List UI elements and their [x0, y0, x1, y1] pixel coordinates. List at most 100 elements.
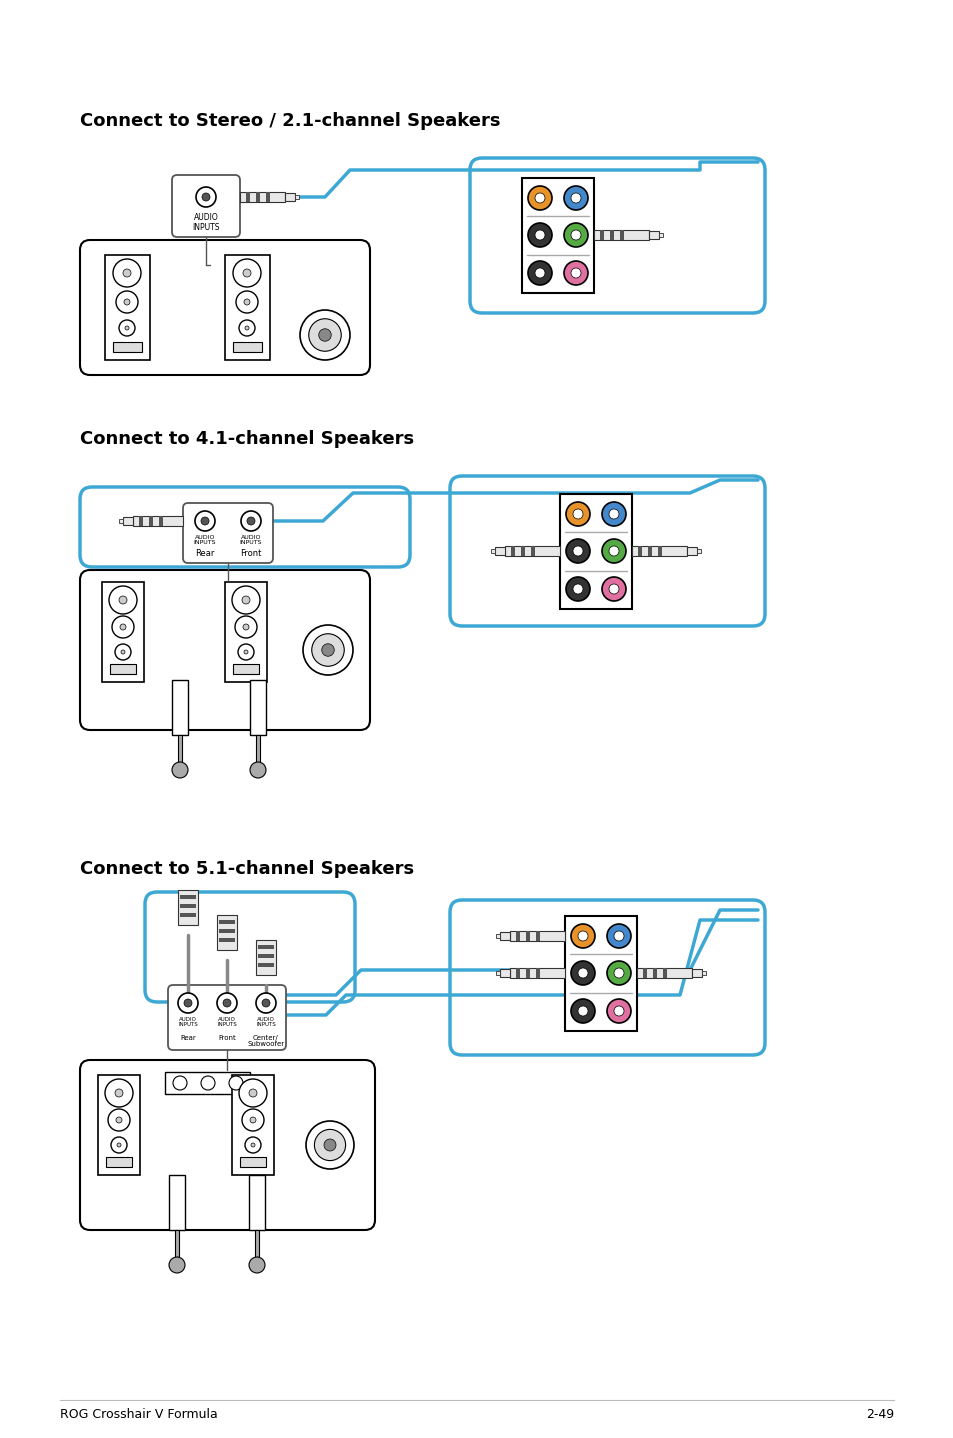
Bar: [511, 546, 515, 557]
Circle shape: [249, 1089, 256, 1097]
Text: Front: Front: [218, 1035, 235, 1041]
Circle shape: [244, 650, 248, 654]
Circle shape: [563, 262, 587, 285]
Circle shape: [172, 1076, 187, 1090]
Circle shape: [309, 319, 341, 351]
Bar: [174, 1229, 179, 1260]
Circle shape: [237, 644, 253, 660]
Bar: [102, 582, 144, 682]
Bar: [123, 518, 132, 525]
Circle shape: [578, 1007, 587, 1017]
Circle shape: [247, 518, 254, 525]
Bar: [249, 1175, 265, 1229]
Circle shape: [578, 968, 587, 978]
Bar: [169, 1175, 185, 1229]
Bar: [525, 930, 530, 940]
Circle shape: [178, 994, 198, 1012]
Circle shape: [251, 1143, 254, 1148]
Circle shape: [242, 1109, 264, 1132]
Circle shape: [250, 762, 266, 778]
Bar: [564, 916, 637, 1031]
Bar: [686, 546, 697, 555]
Circle shape: [578, 930, 587, 940]
Circle shape: [234, 615, 256, 638]
Text: AUDIO
INPUTS: AUDIO INPUTS: [193, 213, 219, 232]
Bar: [637, 968, 691, 978]
Bar: [105, 255, 150, 360]
Circle shape: [565, 502, 589, 526]
Bar: [257, 945, 274, 949]
Bar: [510, 968, 564, 978]
Circle shape: [195, 187, 215, 207]
FancyBboxPatch shape: [183, 503, 273, 564]
Bar: [294, 196, 298, 198]
Bar: [701, 971, 705, 975]
Circle shape: [245, 1137, 261, 1153]
Circle shape: [117, 1143, 121, 1148]
Bar: [697, 549, 700, 554]
Bar: [525, 968, 530, 978]
Bar: [521, 178, 594, 293]
Text: AUDIO
INPUTS: AUDIO INPUTS: [217, 1017, 236, 1027]
Circle shape: [239, 1078, 267, 1107]
Bar: [266, 193, 270, 201]
Circle shape: [606, 999, 630, 1022]
Circle shape: [243, 624, 249, 630]
Circle shape: [606, 925, 630, 948]
Bar: [257, 963, 274, 966]
Circle shape: [527, 186, 552, 210]
Text: Rear: Rear: [195, 549, 214, 558]
Circle shape: [614, 1007, 623, 1017]
Circle shape: [184, 999, 192, 1007]
Bar: [139, 516, 143, 526]
Circle shape: [571, 961, 595, 985]
Text: AUDIO
INPUTS: AUDIO INPUTS: [178, 1017, 197, 1027]
Circle shape: [614, 968, 623, 978]
Circle shape: [109, 587, 137, 614]
FancyBboxPatch shape: [80, 1060, 375, 1229]
Circle shape: [242, 595, 250, 604]
Bar: [254, 1229, 258, 1260]
Bar: [178, 890, 198, 925]
Bar: [536, 968, 539, 978]
Circle shape: [571, 230, 580, 240]
Circle shape: [571, 267, 580, 278]
Circle shape: [535, 267, 544, 278]
Circle shape: [112, 259, 141, 288]
Bar: [531, 546, 535, 557]
Circle shape: [169, 1257, 185, 1273]
Circle shape: [606, 961, 630, 985]
Bar: [110, 664, 136, 674]
Circle shape: [527, 223, 552, 247]
Circle shape: [172, 762, 188, 778]
Text: Center/
Subwoofer: Center/ Subwoofer: [247, 1035, 284, 1047]
Text: AUDIO
INPUTS: AUDIO INPUTS: [239, 535, 262, 545]
Bar: [662, 968, 666, 978]
Circle shape: [573, 546, 582, 557]
Circle shape: [123, 269, 131, 278]
Circle shape: [232, 587, 260, 614]
Bar: [98, 1076, 140, 1175]
Circle shape: [216, 994, 236, 1012]
Bar: [219, 920, 234, 925]
Circle shape: [243, 269, 251, 278]
Bar: [516, 968, 519, 978]
Circle shape: [105, 1078, 132, 1107]
Circle shape: [527, 262, 552, 285]
Bar: [642, 968, 646, 978]
Text: Rear: Rear: [180, 1035, 195, 1041]
Bar: [495, 546, 504, 555]
Bar: [691, 969, 701, 976]
Bar: [255, 940, 275, 975]
Circle shape: [119, 321, 135, 336]
Circle shape: [250, 1117, 255, 1123]
Circle shape: [565, 539, 589, 564]
Circle shape: [255, 994, 275, 1012]
Bar: [132, 516, 183, 526]
Bar: [594, 230, 648, 240]
Circle shape: [223, 999, 231, 1007]
Circle shape: [601, 502, 625, 526]
FancyBboxPatch shape: [168, 985, 286, 1050]
Bar: [106, 1158, 132, 1168]
Bar: [233, 664, 258, 674]
